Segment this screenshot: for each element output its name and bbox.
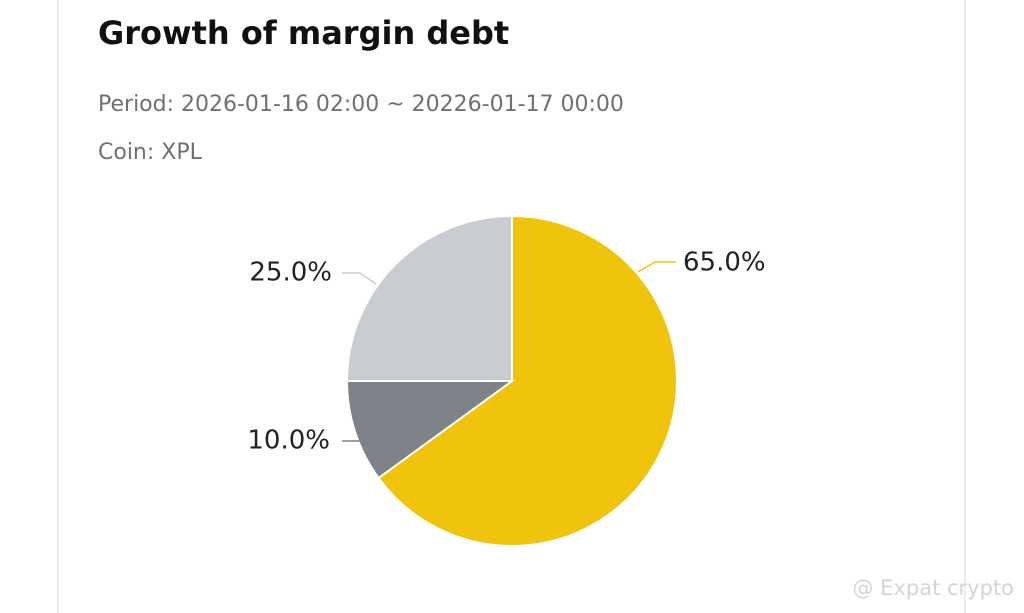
subtitle: Coin: XPL bbox=[98, 140, 203, 165]
leader-line bbox=[637, 261, 676, 273]
data-label: 10.0% bbox=[247, 426, 330, 456]
watermark: @ Expat crypto bbox=[853, 576, 1015, 600]
pie-slice bbox=[345, 214, 513, 382]
data-label: 65.0% bbox=[683, 248, 766, 278]
chart-title: Growth of margin debt bbox=[98, 14, 509, 52]
data-label: 25.0% bbox=[249, 258, 332, 288]
leader-line bbox=[342, 272, 377, 285]
subtitle: Period: 2026-01-16 02:00 ~ 20226-01-17 0… bbox=[98, 92, 624, 117]
pie-slice bbox=[377, 214, 678, 547]
pie-slice bbox=[345, 380, 516, 480]
